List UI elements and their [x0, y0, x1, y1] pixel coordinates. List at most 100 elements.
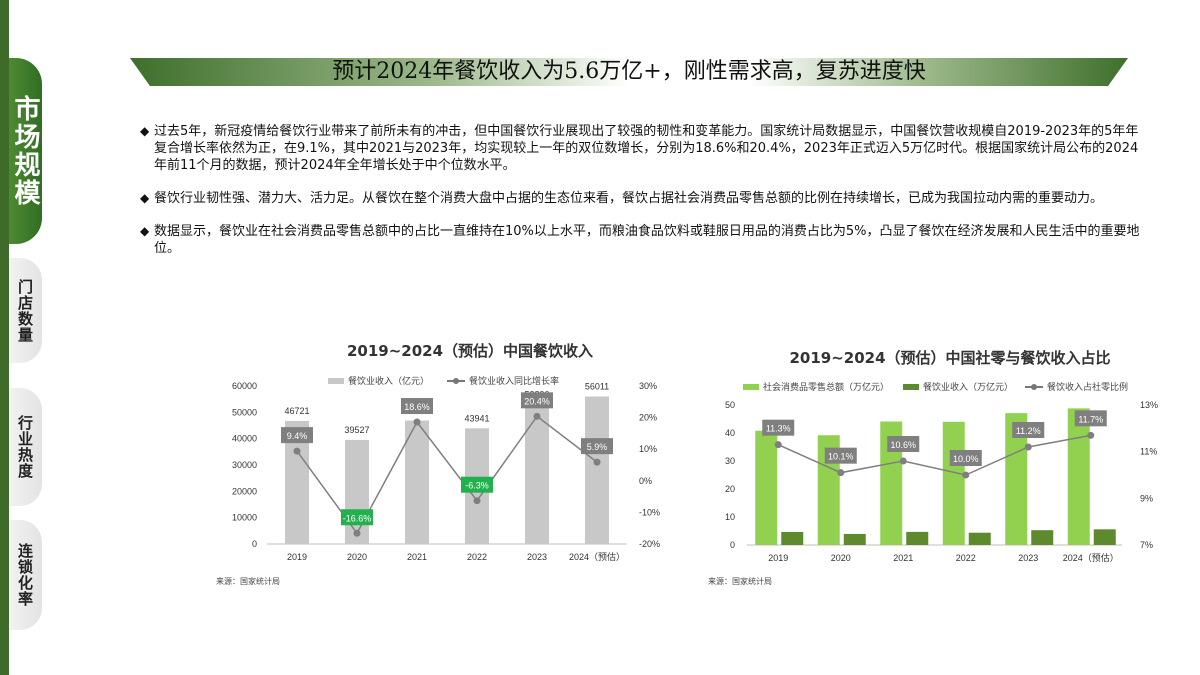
retail-bar: [880, 421, 903, 545]
share-point: [1024, 443, 1032, 451]
bar-value-label: 39527: [344, 425, 369, 435]
bullet-item: ◆ 餐饮行业韧性强、潜力大、活力足。从餐饮在整个消费大盘中占据的生态位来看，餐饮…: [140, 190, 1150, 207]
bullet-text: 数据显示，餐饮业在社会消费品零售总额中的占比一直维持在10%以上水平，而粮油食品…: [154, 224, 1140, 256]
y-axis-tick-label: 50000: [232, 407, 257, 417]
sidebar-tab-label: 连锁化率: [16, 543, 34, 607]
share-line: [777, 434, 1091, 476]
right-chart: 0 10 20 30 40 50 7% 9% 11% 13% 2019 2020 2021 2022 202…: [725, 400, 1158, 563]
y-axis-tick-label: 30000: [232, 460, 257, 470]
catering-bar: [843, 533, 866, 545]
y2-axis-tick-label: 0%: [639, 476, 652, 486]
share-value-label: 11.2%: [1016, 426, 1041, 436]
growth-label-box: [401, 398, 433, 415]
x-axis-tick-label: 2019: [287, 552, 307, 562]
left-chart-source: 来源：国家统计局: [216, 577, 280, 586]
growth-label-box: [521, 392, 553, 409]
growth-label-box: [341, 509, 373, 526]
growth-point: [533, 412, 541, 420]
legend-label: 餐饮业收入（亿元）: [348, 377, 430, 387]
x-axis-tick-label: 2024（预估）: [1063, 552, 1119, 563]
sidebar-tab-store-count[interactable]: 门店数量: [9, 258, 42, 363]
y2-axis-tick-label: -10%: [639, 507, 660, 517]
bullet-item: ◆ 数据显示，餐饮业在社会消费品零售总额中的占比一直维持在10%以上水平，而粮油…: [140, 223, 1150, 257]
legend-bar-swatch: [328, 377, 344, 384]
left-accent-strip: [0, 0, 9, 675]
share-value-label: 11.3%: [766, 424, 791, 434]
legend-bar-swatch: [743, 383, 759, 390]
share-point: [774, 441, 782, 449]
bullet-text: 餐饮行业韧性强、潜力大、活力足。从餐饮在整个消费大盘中占据的生态位来看，餐饮占据…: [154, 191, 1104, 206]
catering-bar: [906, 531, 929, 545]
y-axis-tick-label: 60000: [232, 381, 257, 391]
x-axis-tick-label: 2023: [1018, 553, 1038, 563]
share-label-box: [824, 447, 857, 464]
diamond-bullet-icon: ◆: [140, 224, 150, 238]
share-point: [837, 469, 845, 477]
x-axis-tick-label: 2020: [347, 552, 367, 562]
legend-line-swatch: [447, 377, 466, 384]
legend-label: 餐饮业收入（万亿元）: [923, 383, 1014, 393]
catering-bar: [1031, 530, 1054, 545]
x-axis-tick-label: 2024（预估）: [569, 551, 625, 562]
right-chart-title: 2019~2024（预估）中国社零与餐饮收入占比: [789, 349, 1111, 367]
left-chart: 0 10000 20000 30000 40000 50000 60000 -20% -10% 0…: [232, 381, 660, 562]
y-axis-tick-label: 10: [725, 512, 735, 522]
growth-point: [473, 497, 481, 505]
x-axis-tick-label: 2022: [467, 552, 487, 562]
y-axis-tick-label: 50: [725, 400, 735, 410]
retail-bar: [942, 421, 965, 545]
share-value-label: 10.0%: [953, 454, 979, 464]
sidebar-tab-chain-rate[interactable]: 连锁化率: [9, 520, 42, 630]
bar: [585, 396, 609, 544]
bullet-text: 过去5年，新冠疫情给餐饮行业带来了前所未有的冲击，但中国餐饮行业展现出了较强的韧…: [154, 124, 1139, 173]
bullet-list: ◆ 过去5年，新冠疫情给餐饮行业带来了前所未有的冲击，但中国餐饮行业展现出了较强…: [140, 123, 1150, 273]
sidebar-tab-label: 门店数量: [16, 278, 34, 343]
growth-point: [593, 458, 601, 466]
retail-bar: [755, 430, 778, 545]
share-label-box: [887, 436, 920, 452]
x-axis-tick-label: 2021: [407, 552, 427, 562]
share-label-box: [1012, 422, 1045, 438]
sidebar-tab-label: 行业热度: [16, 415, 34, 479]
y-axis-tick-label: 40: [725, 428, 735, 438]
catering-bar: [968, 532, 991, 545]
x-axis-tick-label: 2020: [831, 553, 851, 563]
bar: [345, 439, 369, 544]
sidebar-tab-industry-heat[interactable]: 行业热度: [9, 388, 42, 506]
share-label-box: [949, 450, 982, 466]
growth-value-label: 20.4%: [524, 396, 550, 406]
sidebar-tab-market-size[interactable]: 市场规模: [9, 58, 42, 244]
growth-point: [353, 529, 361, 537]
y-axis-tick-label: 20: [725, 484, 735, 494]
retail-bar: [1005, 413, 1028, 545]
growth-label-box: [581, 438, 613, 455]
growth-value-label: -16.6%: [343, 513, 372, 523]
y2-axis-tick-label: 13%: [1140, 400, 1158, 410]
growth-value-label: -6.3%: [465, 481, 489, 491]
share-value-label: 10.6%: [890, 440, 916, 450]
share-point: [899, 457, 907, 465]
share-label-box: [762, 419, 795, 436]
right-chart-legend: 社会消费品零售总额（万亿元） 餐饮业收入（万亿元） 餐饮收入占社零比例: [743, 380, 1128, 393]
x-axis-tick-label: 2022: [956, 553, 976, 563]
growth-point: [293, 447, 301, 455]
y2-axis-tick-label: 20%: [639, 413, 657, 423]
legend-label: 社会消费品零售总额（万亿元）: [763, 383, 890, 393]
y2-axis-tick-label: 10%: [639, 444, 657, 454]
legend-label: 餐饮收入占社零比例: [1047, 383, 1129, 393]
share-value-label: 10.1%: [828, 452, 854, 462]
share-point: [1087, 431, 1095, 439]
share-label-box: [1074, 410, 1107, 427]
sidebar-tab-label: 市场规模: [10, 95, 40, 207]
growth-value-label: 18.6%: [404, 402, 430, 412]
bar-value-label: 46721: [284, 406, 309, 416]
legend-label: 餐饮业收入同比增长率: [469, 377, 560, 387]
y-axis-tick-label: 0: [252, 539, 257, 549]
growth-label-box: [281, 427, 313, 444]
legend-line-swatch: [1025, 383, 1044, 390]
share-point: [962, 471, 970, 479]
catering-bar: [1093, 529, 1116, 545]
y2-axis-tick-label: -20%: [639, 539, 660, 549]
y2-axis-tick-label: 7%: [1140, 540, 1153, 550]
catering-bar: [781, 531, 804, 545]
